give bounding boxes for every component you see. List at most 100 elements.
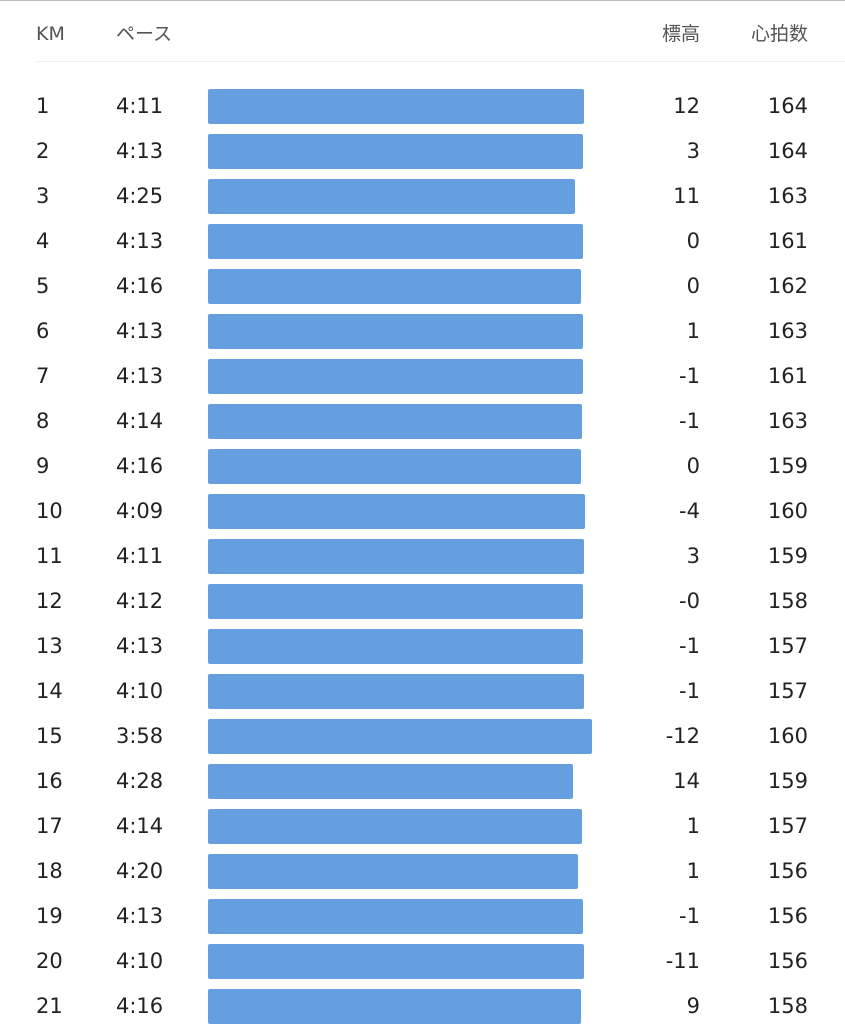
km: 12	[36, 589, 63, 613]
pace: 4:13	[116, 634, 164, 658]
heart-rate: 157	[767, 679, 808, 703]
elevation: -0	[679, 589, 700, 613]
pace: 4:11	[116, 94, 164, 118]
km: 16	[36, 769, 63, 793]
km: 20	[36, 949, 63, 973]
header-pace: ペース	[116, 23, 173, 45]
elevation: 0	[686, 454, 700, 478]
pace: 4:11	[116, 544, 164, 568]
km: 5	[36, 274, 50, 298]
heart-rate: 159	[767, 544, 808, 568]
km: 19	[36, 904, 63, 928]
pace: 3:58	[116, 724, 164, 748]
heart-rate: 161	[767, 364, 808, 388]
heart-rate: 160	[767, 499, 808, 523]
pace: 4:09	[116, 499, 164, 523]
pace-bar	[208, 674, 585, 709]
pace: 4:13	[116, 904, 164, 928]
pace-bar	[208, 989, 581, 1024]
pace: 4:13	[116, 229, 164, 253]
km: 11	[36, 544, 63, 568]
elevation: -11	[665, 949, 700, 973]
pace-bar	[208, 854, 579, 889]
pace-bar	[208, 899, 583, 934]
header-heart-rate: 心拍数	[750, 23, 808, 45]
elevation: 14	[673, 769, 700, 793]
pace: 4:12	[116, 589, 164, 613]
pace-bar	[208, 359, 583, 394]
heart-rate: 157	[767, 634, 808, 658]
pace: 4:28	[116, 769, 164, 793]
km: 3	[36, 184, 50, 208]
heart-rate: 156	[767, 859, 808, 883]
pace: 4:13	[116, 319, 164, 343]
heart-rate: 159	[767, 454, 808, 478]
pace-bar	[208, 404, 582, 439]
heart-rate: 156	[767, 949, 808, 973]
heart-rate: 157	[767, 814, 808, 838]
km: 4	[36, 229, 50, 253]
heart-rate: 163	[767, 409, 808, 433]
elevation: 1	[686, 319, 700, 343]
heart-rate: 161	[767, 229, 808, 253]
km: 13	[36, 634, 63, 658]
pace-bar	[208, 584, 584, 619]
pace-bar	[208, 944, 585, 979]
elevation: 0	[686, 229, 700, 253]
elevation: -1	[679, 904, 700, 928]
km: 18	[36, 859, 63, 883]
pace: 4:14	[116, 409, 164, 433]
header-divider	[36, 61, 845, 62]
elevation: 0	[686, 274, 700, 298]
km: 1	[36, 94, 50, 118]
pace: 4:13	[116, 364, 164, 388]
km: 7	[36, 364, 50, 388]
pace-bar	[208, 224, 583, 259]
pace-bar	[208, 719, 592, 754]
pace: 4:16	[116, 454, 164, 478]
km: 10	[36, 499, 63, 523]
pace: 4:10	[116, 679, 164, 703]
pace: 4:13	[116, 139, 164, 163]
heart-rate: 164	[767, 139, 808, 163]
pace-bar	[208, 494, 586, 529]
pace: 4:20	[116, 859, 164, 883]
heart-rate: 158	[767, 589, 808, 613]
heart-rate: 159	[767, 769, 808, 793]
elevation: 12	[673, 94, 700, 118]
km: 6	[36, 319, 50, 343]
elevation: -1	[679, 364, 700, 388]
pace: 4:25	[116, 184, 164, 208]
pace-bar	[208, 134, 583, 169]
elevation: -1	[679, 634, 700, 658]
elevation: -12	[665, 724, 700, 748]
km: 17	[36, 814, 63, 838]
heart-rate: 163	[767, 319, 808, 343]
elevation: -1	[679, 409, 700, 433]
heart-rate: 164	[767, 94, 808, 118]
elevation: 3	[686, 139, 700, 163]
pace-bar	[208, 629, 583, 664]
pace-bar	[208, 539, 584, 574]
elevation: 1	[686, 859, 700, 883]
pace: 4:16	[116, 994, 164, 1018]
heart-rate: 160	[767, 724, 808, 748]
heart-rate: 158	[767, 994, 808, 1018]
heart-rate: 163	[767, 184, 808, 208]
pace-bar	[208, 179, 575, 214]
km: 21	[36, 994, 63, 1018]
pace-bar	[208, 764, 573, 799]
pace-bar	[208, 89, 584, 124]
elevation: 11	[673, 184, 700, 208]
km: 15	[36, 724, 63, 748]
pace: 4:14	[116, 814, 164, 838]
pace: 4:10	[116, 949, 164, 973]
pace-bar	[208, 449, 581, 484]
pace: 4:16	[116, 274, 164, 298]
km: 9	[36, 454, 50, 478]
elevation: 9	[686, 994, 700, 1018]
heart-rate: 162	[767, 274, 808, 298]
header-km: KM	[36, 23, 65, 45]
elevation: -1	[679, 679, 700, 703]
